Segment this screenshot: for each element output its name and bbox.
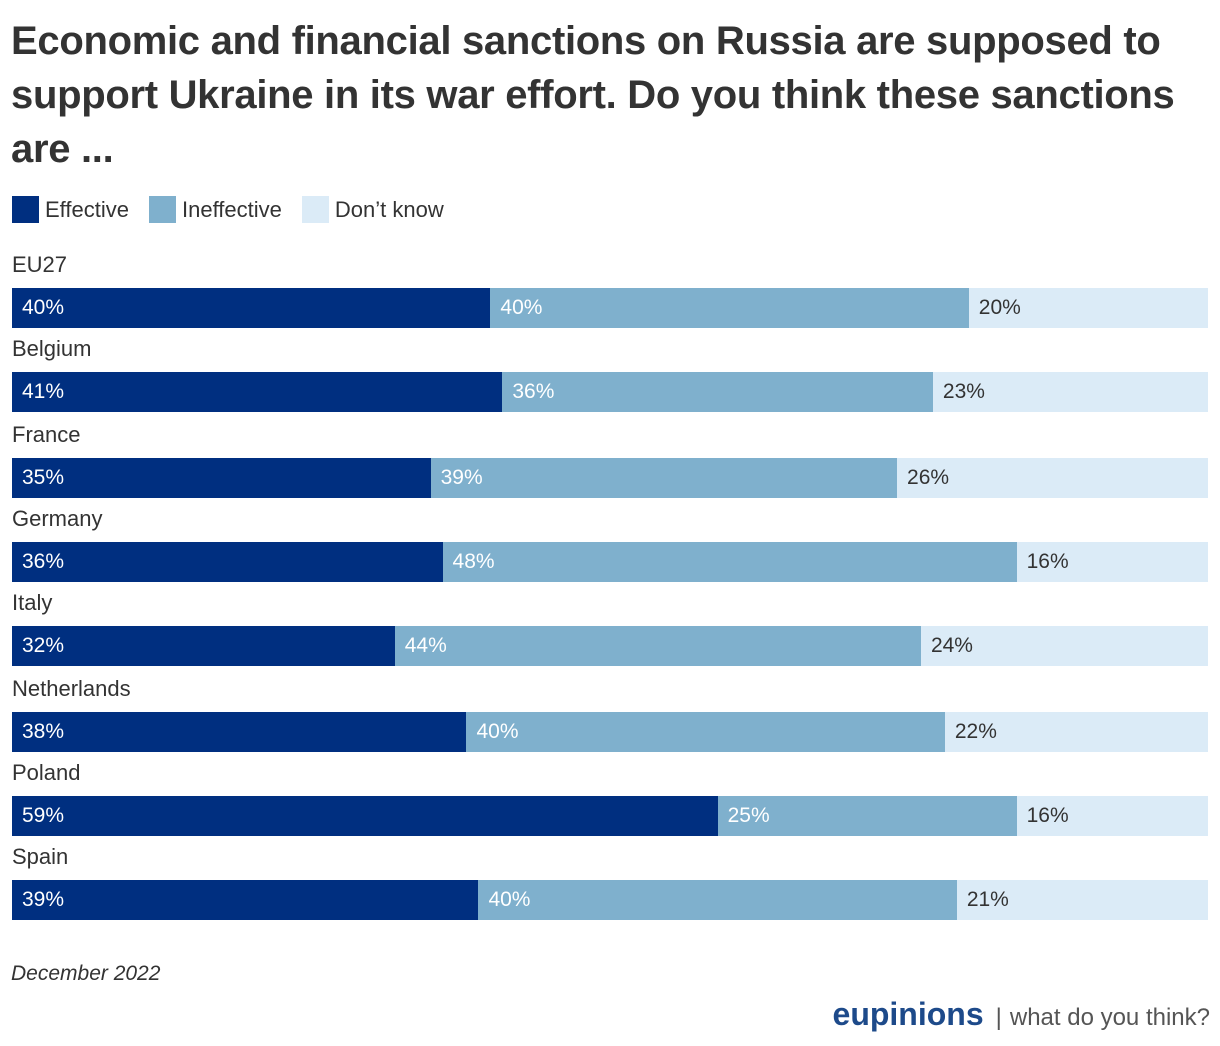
- data-label: 26%: [907, 466, 950, 489]
- category-label: EU27: [12, 252, 68, 277]
- bar-segment: 59%: [12, 796, 718, 836]
- data-label: 40%: [476, 720, 519, 743]
- bar-segment: 22%: [944, 712, 1208, 752]
- bar-segment: 41%: [12, 372, 503, 412]
- stacked-bar: 40% 40% 20%: [12, 288, 1208, 328]
- data-label: 40%: [488, 888, 531, 911]
- bar-segment: 25%: [717, 796, 1017, 836]
- data-label: 39%: [440, 466, 483, 489]
- data-label: 24%: [930, 634, 973, 657]
- brand: eupinions | what do you think?: [833, 996, 1210, 1033]
- bar-segment: 38%: [12, 712, 467, 752]
- data-label: 32%: [22, 634, 65, 657]
- stacked-bar: 32% 44% 24%: [12, 626, 1208, 666]
- data-label: 44%: [404, 634, 447, 657]
- stacked-bar: 59% 25% 16%: [12, 796, 1208, 836]
- chart-title: Economic and financial sanctions on Russ…: [11, 19, 1175, 171]
- bar-segment: 40%: [12, 288, 491, 328]
- bar-segment: 21%: [956, 880, 1208, 920]
- stacked-bar: 39% 40% 21%: [12, 880, 1208, 920]
- data-label: 16%: [1026, 550, 1069, 573]
- bar-segment: 32%: [12, 626, 395, 666]
- bar-segment: 40%: [478, 880, 957, 920]
- data-label: 48%: [452, 550, 495, 573]
- category-label: Italy: [12, 590, 53, 615]
- bar-segment: 40%: [466, 712, 945, 752]
- stacked-bar: 41% 36% 23%: [12, 372, 1208, 412]
- data-label: 16%: [1026, 804, 1069, 827]
- bar-segment: 16%: [1016, 796, 1208, 836]
- bar-segment: 40%: [490, 288, 969, 328]
- data-label: 38%: [22, 720, 65, 743]
- data-label: 25%: [727, 804, 770, 827]
- bar-segment: 26%: [897, 458, 1208, 498]
- bar-segment: 44%: [394, 626, 921, 666]
- brand-logo: eupinions: [832, 996, 984, 1032]
- brand-tagline: what do you think?: [1009, 1004, 1210, 1031]
- bar-segment: 36%: [502, 372, 933, 412]
- category-label: Germany: [12, 506, 103, 531]
- stacked-bar: 35% 39% 26%: [12, 458, 1208, 498]
- category-label: Netherlands: [12, 676, 131, 701]
- data-label: 40%: [22, 296, 65, 319]
- bar-segment: 39%: [12, 880, 479, 920]
- legend-swatch: [301, 196, 329, 223]
- bar-segment: 36%: [12, 542, 443, 582]
- data-label: 36%: [22, 550, 65, 573]
- data-label: 40%: [500, 296, 543, 319]
- bar-segment: 48%: [442, 542, 1017, 582]
- stacked-bar: 36% 48% 16%: [12, 542, 1208, 582]
- bar-segment: 16%: [1016, 542, 1208, 582]
- bar-segment: 24%: [920, 626, 1208, 666]
- bar-segment: 23%: [932, 372, 1208, 412]
- legend-item: Effective: [12, 196, 129, 223]
- legend-label: Effective: [45, 196, 129, 222]
- category-label: Spain: [12, 844, 69, 869]
- data-label: 39%: [22, 888, 65, 911]
- category-label: Belgium: [12, 336, 92, 361]
- data-label: 36%: [512, 380, 555, 403]
- survey-date: December 2022: [11, 962, 161, 985]
- bar-segment: 35%: [12, 458, 431, 498]
- bar-segment: 39%: [430, 458, 898, 498]
- legend-item: Don’t know: [301, 196, 444, 223]
- legend-label: Ineffective: [181, 196, 282, 222]
- data-label: 20%: [978, 296, 1021, 319]
- bar-segment: 20%: [968, 288, 1208, 328]
- brand-separator: |: [995, 1004, 1002, 1031]
- legend-item: Ineffective: [148, 196, 282, 223]
- data-label: 59%: [22, 804, 65, 827]
- data-label: 23%: [942, 380, 985, 403]
- data-label: 22%: [954, 720, 997, 743]
- legend: Effective Ineffective Don’t know: [12, 196, 464, 223]
- legend-swatch: [148, 196, 176, 223]
- category-label: France: [12, 422, 81, 447]
- legend-swatch: [12, 196, 39, 223]
- data-label: 35%: [22, 466, 65, 489]
- legend-label: Don’t know: [334, 196, 444, 222]
- stacked-bar: 38% 40% 22%: [12, 712, 1208, 752]
- category-label: Poland: [12, 760, 81, 785]
- data-label: 21%: [966, 888, 1009, 911]
- data-label: 41%: [22, 380, 65, 403]
